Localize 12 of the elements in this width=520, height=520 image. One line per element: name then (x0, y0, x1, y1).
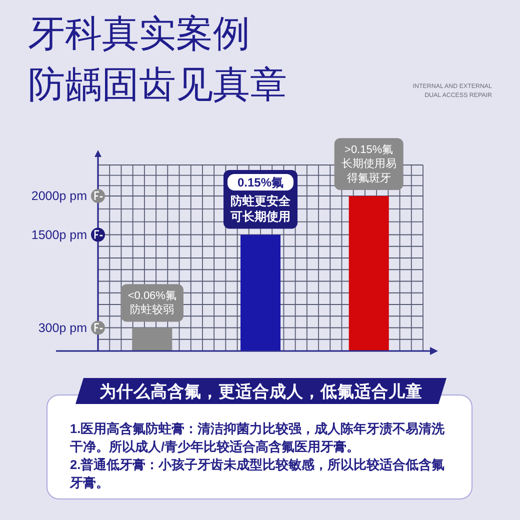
annotation: >0.15%氟长期使用易得氟斑牙 (341, 144, 396, 184)
annotation: 防蛀更安全可长期使用 (230, 194, 292, 224)
text: 为什么高含氟，更适合成人，低氟适合儿童 (100, 382, 422, 401)
annotation: <0.06%氟防蛀较弱 (128, 290, 176, 316)
chart-subtitle: 防龋固齿见真章 (28, 64, 287, 105)
chart-title: 牙科真实案例 (28, 13, 250, 54)
text: 2.普通低牙膏：小孩子牙齿未成型比较敏感，所以比较适合低含氟牙膏。 (69, 457, 445, 490)
y-tick-label: 1500p pm (31, 228, 87, 242)
annotation: 0.15%氟 (237, 175, 284, 190)
y-tick-label: 2000p pm (31, 189, 87, 203)
y-tick-label: 300p pm (38, 320, 87, 335)
text: 1.医用高含氟防蛀膏：清洁抑菌力比较强，成人陈年牙渍不易清洗干净。所以成人/青少年比较适合高含氟医用牙膏。 (69, 421, 446, 454)
